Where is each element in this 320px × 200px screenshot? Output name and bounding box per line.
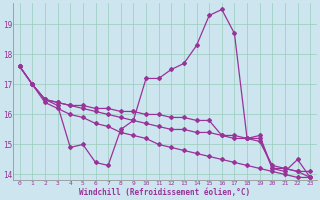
X-axis label: Windchill (Refroidissement éolien,°C): Windchill (Refroidissement éolien,°C) [79,188,251,197]
